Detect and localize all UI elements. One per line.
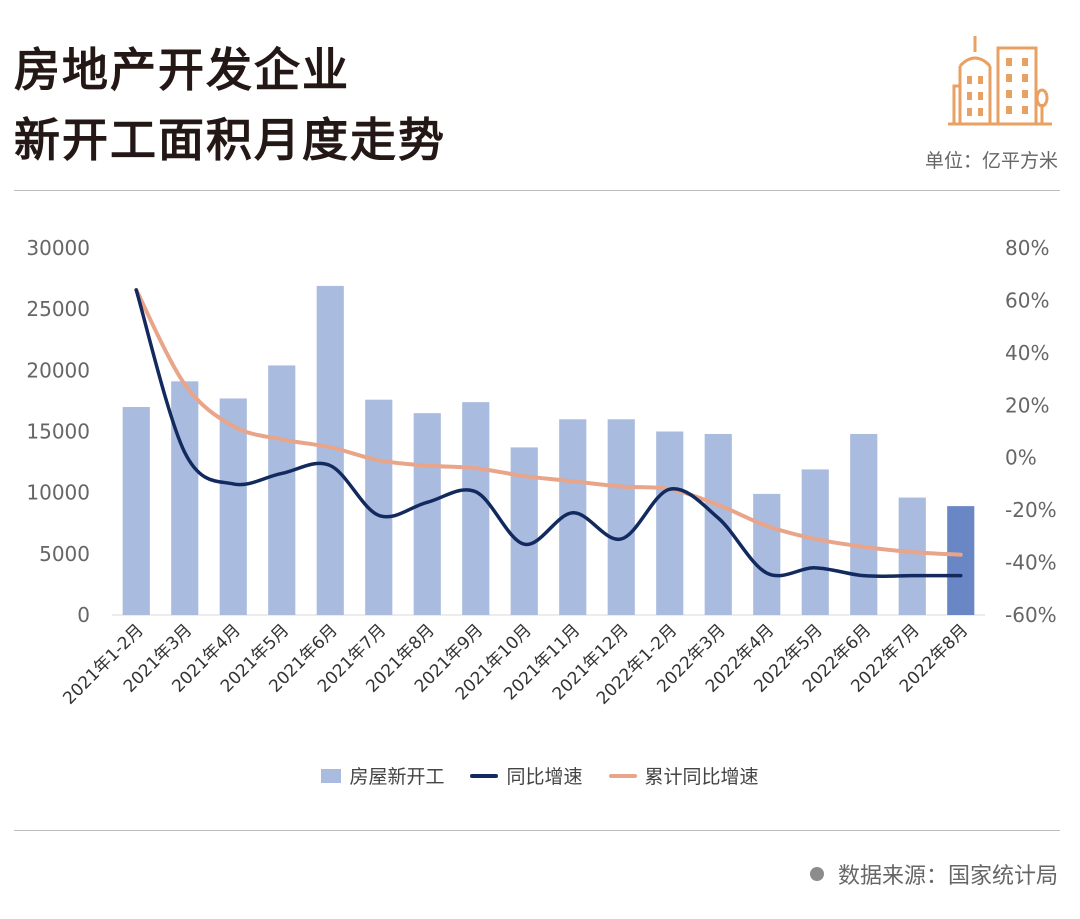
- series-line-yoy: [134, 288, 963, 579]
- legend-item-cumulative: 累计同比增速: [608, 762, 759, 789]
- bar: [607, 419, 635, 615]
- bar: [219, 398, 247, 615]
- y-left-tick-label: 10000: [26, 481, 90, 505]
- source-note: 数据来源：国家统计局: [809, 858, 1058, 890]
- city-buildings-icon: [948, 36, 1052, 126]
- bar: [704, 433, 732, 615]
- legend-label-bars: 房屋新开工: [349, 766, 445, 788]
- bar: [171, 381, 199, 615]
- bar: [947, 506, 975, 615]
- bar: [122, 407, 150, 615]
- bar: [850, 433, 878, 615]
- header-divider: [14, 190, 1060, 191]
- y-left-tick-label: 0: [77, 603, 90, 627]
- legend-item-bars: 房屋新开工: [321, 762, 444, 789]
- y-right-tick-label: 20%: [1005, 393, 1049, 417]
- bar: [413, 413, 441, 615]
- bar: [268, 365, 296, 615]
- footer-divider: [14, 830, 1060, 831]
- bar: [462, 402, 490, 615]
- source-text: 数据来源：国家统计局: [837, 864, 1058, 889]
- bullet-dot-icon: [809, 867, 824, 881]
- bar: [510, 447, 538, 615]
- y-right-tick-label: -40%: [1005, 551, 1057, 575]
- legend-item-yoy: 同比增速: [470, 762, 583, 789]
- legend-swatch-yoy: [470, 773, 499, 778]
- y-right-tick-label: -20%: [1005, 498, 1057, 522]
- legend-label-yoy: 同比增速: [506, 766, 583, 788]
- series-line-cumulative: [134, 287, 963, 557]
- y-left-tick-label: 20000: [26, 358, 90, 382]
- chart-area: 0 5000 10000 15000 20000 25000 30000 -60% -40% -2…: [26, 236, 1057, 709]
- y-right-tick-label: 80%: [1005, 236, 1049, 260]
- legend-swatch-bars: [321, 768, 342, 783]
- y-left-tick-label: 30000: [26, 236, 90, 260]
- bar: [753, 493, 781, 615]
- page-title-line-1: 房地产开发企业: [14, 43, 350, 97]
- legend-label-cumulative: 累计同比增速: [644, 766, 759, 788]
- page-title-line-2: 新开工面积月度走势: [14, 113, 446, 167]
- y-left-tick-label: 15000: [26, 420, 90, 444]
- chart-legend: 房屋新开工 同比增速 累计同比增速: [0, 762, 1080, 789]
- y-right-tick-label: -60%: [1005, 603, 1057, 627]
- y-right-tick-label: 40%: [1005, 341, 1049, 365]
- bar: [898, 497, 926, 615]
- y-left-tick-label: 25000: [26, 297, 90, 321]
- legend-swatch-cumulative: [608, 773, 637, 778]
- unit-label: 单位：亿平方米: [924, 150, 1058, 172]
- y-left-tick-label: 5000: [39, 542, 90, 566]
- y-right-tick-label: 60%: [1005, 288, 1049, 312]
- y-right-tick-label: 0%: [1005, 446, 1037, 470]
- bar: [656, 431, 684, 615]
